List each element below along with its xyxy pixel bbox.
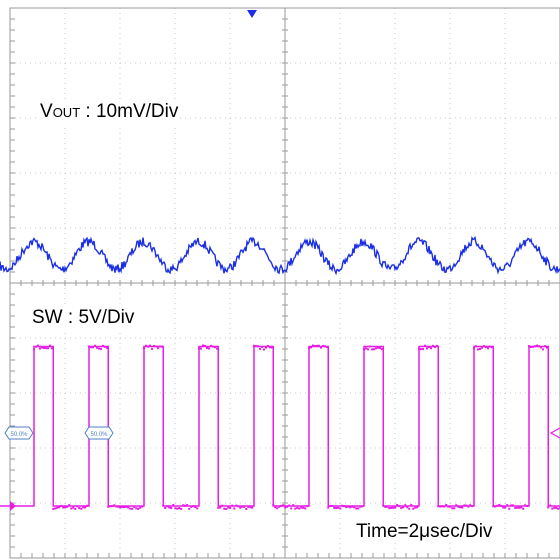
vout-label-main: V — [40, 101, 53, 122]
sw-waveform — [0, 345, 560, 507]
sw-trace-group — [0, 344, 560, 511]
vout-label-sub: OUT — [52, 105, 81, 120]
trigger-position-marker — [247, 10, 257, 18]
graticule-grid — [9, 7, 560, 559]
time-scale-label: Time=2μsec/Div — [356, 521, 493, 543]
sw-low-noise — [52, 504, 560, 510]
vout-label-rest: : 10mV/Div — [80, 101, 179, 122]
percent-marker-box — [84, 426, 114, 440]
vout-scale-label: VOUT : 10mV/Div — [40, 101, 179, 124]
right-edge-arrow — [549, 427, 560, 439]
sw-ground-marker — [10, 501, 16, 511]
percent-marker-label: 50.0% — [90, 432, 108, 438]
sw-scale-label: SW : 5V/Div — [32, 307, 135, 329]
percent-marker-box — [4, 426, 34, 440]
percent-marker-label: 50.0% — [10, 432, 28, 438]
trigger-markers: 50.0% 50.0% — [4, 426, 114, 440]
vout-trace-group — [0, 10, 560, 276]
sw-high-noise — [33, 344, 548, 351]
vout-waveform — [0, 235, 560, 276]
